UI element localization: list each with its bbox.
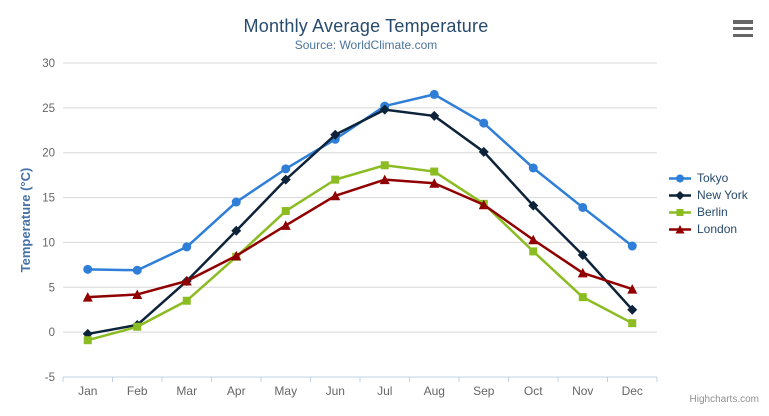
data-point-berlin[interactable] [578,293,587,302]
data-point-tokyo[interactable] [479,118,489,128]
data-point-london[interactable] [627,284,638,294]
data-point-london[interactable] [379,174,390,185]
data-point-new-york[interactable] [379,104,390,115]
data-point-berlin[interactable] [83,336,92,345]
series-line-new-york[interactable] [86,108,634,336]
x-tick-label: Nov [572,384,593,398]
series-line-tokyo[interactable] [86,93,634,272]
legend-marker-triangle-icon [669,224,691,233]
legend-marker-square-icon [669,208,691,216]
y-tick-label: 5 [49,282,55,294]
y-axis-title: Temperature (°C) [18,168,33,273]
legend-marker-diamond-icon [669,190,691,200]
legend-item-label: London [697,222,738,236]
data-point-tokyo[interactable] [578,202,588,212]
data-point-london[interactable] [82,292,93,302]
x-tick-label: Dec [622,384,643,398]
context-menu-button[interactable] [733,20,753,37]
data-point-new-york[interactable] [280,174,291,185]
legend-item-new-york[interactable]: New York [668,188,748,202]
data-point-london[interactable] [132,289,143,299]
chart-title: Monthly Average Temperature [243,16,489,36]
data-point-new-york[interactable] [231,225,242,236]
x-tick-label: Oct [524,384,543,398]
y-tick-label: 10 [42,237,55,249]
data-point-new-york[interactable] [429,110,440,121]
series-line-berlin[interactable] [86,164,634,342]
legend-marker [675,190,685,200]
legend: Tokyo New York Berlin London [668,171,748,236]
legend-item-berlin[interactable]: Berlin [668,205,748,219]
data-point-berlin[interactable] [331,175,340,184]
data-point-tokyo[interactable] [83,264,93,274]
x-tick-label: Apr [227,384,246,398]
data-point-berlin[interactable] [182,296,191,305]
y-tick-label: 30 [42,58,55,70]
data-point-new-york[interactable] [577,249,588,260]
data-point-tokyo[interactable] [429,89,439,99]
legend-item-label: Tokyo [697,171,729,185]
legend-marker-circle-icon [669,174,691,182]
data-point-tokyo[interactable] [132,265,142,275]
data-point-new-york[interactable] [528,200,539,211]
hamburger-icon [733,26,753,31]
y-tick-label: 25 [42,103,55,115]
data-point-london[interactable] [528,234,539,245]
legend-item-label: New York [697,188,748,202]
data-point-tokyo[interactable] [528,163,538,173]
data-point-new-york[interactable] [478,146,489,157]
hamburger-icon [733,33,753,37]
legend-marker [676,208,684,216]
data-point-london[interactable] [231,250,242,261]
data-point-london[interactable] [577,267,588,278]
data-point-london[interactable] [181,276,192,286]
data-point-berlin[interactable] [628,319,637,328]
credits-link[interactable]: Highcharts.com [689,394,759,405]
legend-marker [675,224,685,233]
legend-marker [676,174,684,182]
data-point-london[interactable] [478,199,489,210]
series-line-london[interactable] [86,178,634,299]
data-point-london[interactable] [280,220,291,230]
legend-item-tokyo[interactable]: Tokyo [668,171,748,185]
x-tick-label: Aug [424,384,445,398]
data-point-tokyo[interactable] [627,241,637,251]
data-point-tokyo[interactable] [281,164,291,174]
x-tick-label: Sep [473,384,495,398]
y-tick-label: 0 [49,327,55,339]
x-tick-label: May [274,384,297,398]
data-point-tokyo[interactable] [182,242,192,252]
x-tick-label: Feb [127,384,148,398]
chart-subtitle: Source: WorldClimate.com [294,38,438,52]
x-tick-label: Jun [326,384,345,398]
legend-item-london[interactable]: London [668,222,748,236]
data-point-london[interactable] [330,190,341,201]
data-point-berlin[interactable] [430,167,439,176]
legend-item-label: Berlin [697,205,728,219]
data-point-tokyo[interactable] [231,197,241,207]
data-point-berlin[interactable] [529,247,538,256]
data-point-new-york[interactable] [330,129,341,140]
data-point-london[interactable] [429,178,440,188]
data-point-berlin[interactable] [133,322,142,331]
x-tick-label: Jul [377,384,392,398]
hamburger-icon [733,20,753,24]
data-point-berlin[interactable] [281,207,290,216]
y-tick-label: -5 [45,372,55,384]
x-tick-label: Mar [176,384,197,398]
x-tick-label: Jan [78,384,97,398]
y-tick-label: 15 [42,193,55,205]
y-tick-label: 20 [42,148,55,160]
data-point-new-york[interactable] [627,304,638,315]
data-point-berlin[interactable] [380,161,389,170]
